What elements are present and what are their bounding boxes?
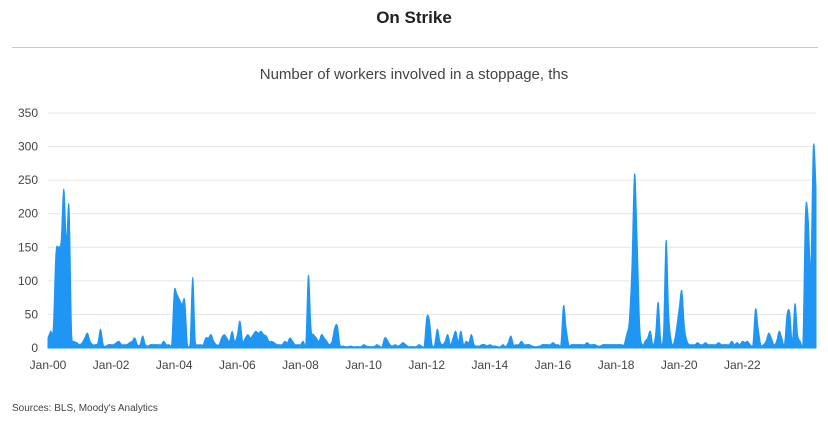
x-tick-label: Jan-10 — [345, 358, 382, 370]
x-axis: Jan-00 Jan-02 Jan-04 Jan-06 Jan-08 Jan-10 Jan-… — [30, 358, 761, 370]
grid-lines — [48, 112, 816, 349]
y-tick-label: 200 — [18, 207, 38, 221]
y-tick-label: 100 — [18, 274, 38, 288]
x-tick-label: Jan-22 — [724, 358, 761, 370]
x-tick-label: Jan-18 — [598, 358, 635, 370]
title-divider — [12, 47, 818, 48]
y-tick-label: 0 — [31, 341, 38, 355]
x-tick-label: Jan-06 — [219, 358, 256, 370]
x-tick-label: Jan-00 — [30, 358, 67, 370]
x-tick-label: Jan-12 — [408, 358, 445, 370]
x-tick-label: Jan-16 — [535, 358, 572, 370]
y-axis: 0 50 100 150 200 250 300 350 — [18, 106, 38, 355]
y-tick-label: 250 — [18, 173, 38, 187]
y-tick-label: 50 — [25, 307, 39, 321]
chart-subtitle: Number of workers involved in a stoppage… — [259, 66, 569, 83]
y-tick-label: 350 — [18, 106, 38, 120]
series-area-workers-on-strike — [47, 143, 817, 349]
x-tick-label: Jan-02 — [93, 358, 130, 370]
x-tick-label: Jan-08 — [282, 358, 319, 370]
chart-title: On Strike — [376, 8, 452, 27]
source-note: Sources: BLS, Moody's Analytics — [12, 403, 158, 414]
x-tick-label: Jan-20 — [661, 358, 698, 370]
area-series — [47, 143, 817, 349]
y-tick-label: 150 — [18, 240, 38, 254]
strike-area-chart: 0 50 100 150 200 250 300 350 Jan-00 Jan-02 Jan-04… — [18, 106, 817, 370]
y-tick-label: 300 — [18, 140, 38, 154]
x-tick-label: Jan-04 — [156, 358, 193, 370]
x-tick-label: Jan-14 — [472, 358, 509, 370]
